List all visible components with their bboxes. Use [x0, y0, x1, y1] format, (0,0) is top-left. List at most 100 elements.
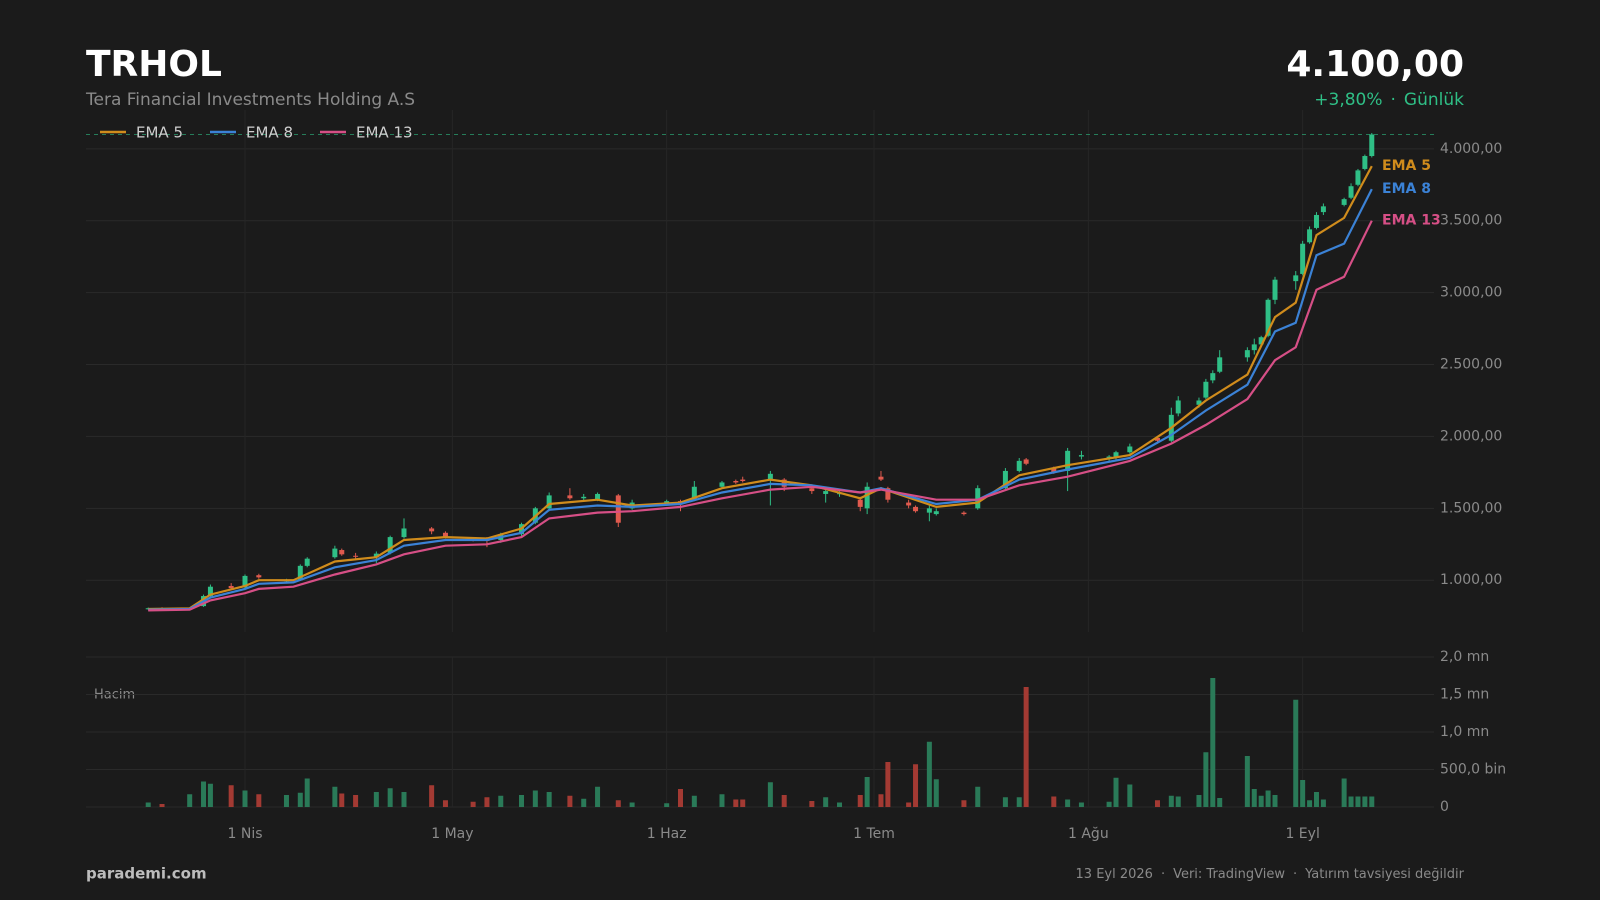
candle-body — [1078, 455, 1084, 457]
volume-bar — [864, 777, 870, 807]
candle-body — [353, 555, 359, 557]
volume-bar — [1106, 801, 1112, 807]
volume-bar — [678, 789, 684, 807]
volume-bar — [187, 794, 193, 807]
candle-body — [1265, 299, 1271, 336]
volume-bar — [373, 792, 379, 807]
volume-bar — [1203, 752, 1209, 807]
volume-bar — [913, 764, 919, 807]
candle-body — [242, 575, 248, 588]
volume-bar — [933, 779, 939, 807]
ema-end-label: EMA 5 — [1382, 158, 1431, 174]
volume-bar — [809, 801, 815, 807]
volume-bar — [304, 778, 310, 807]
volume-bar — [857, 795, 863, 807]
volume-bar — [1002, 797, 1008, 807]
change: +3,80% · Günlük — [1314, 90, 1464, 110]
candle-body — [1113, 452, 1119, 457]
x-tick-label: 1 Eyl — [1285, 826, 1319, 842]
candle-body — [878, 476, 884, 480]
volume-bar — [159, 804, 165, 807]
volume-bar — [1355, 796, 1361, 807]
volume-bar — [1341, 778, 1347, 807]
y-tick-label: 2,0 mn — [1440, 649, 1489, 665]
candle-body — [546, 495, 552, 509]
volume-bar — [401, 792, 407, 807]
candle-body — [387, 537, 393, 553]
candle-body — [1293, 275, 1299, 282]
footer-notes: 13 Eyl 2026 · Veri: TradingView · Yatırım ta… — [1076, 867, 1465, 882]
x-tick-label: 1 Ağu — [1068, 826, 1109, 842]
separator: · — [1293, 867, 1297, 882]
candle-body — [339, 550, 345, 555]
volume-bar — [961, 800, 967, 807]
candle-body — [975, 488, 981, 509]
change-pct: +3,80% — [1314, 90, 1382, 110]
brand: parademi.com — [86, 865, 207, 883]
source-note: Veri: TradingView — [1173, 867, 1285, 882]
candle-body — [615, 495, 621, 523]
volume-bar — [926, 741, 932, 807]
candle-body — [1217, 357, 1223, 372]
volume-bar — [1348, 796, 1354, 807]
volume-bar — [442, 800, 448, 807]
candle-body — [1002, 470, 1008, 489]
volume-bar — [256, 794, 262, 807]
ema-end-label: EMA 13 — [1382, 213, 1441, 229]
candle-body — [304, 558, 310, 566]
volume-bar — [615, 800, 621, 807]
volume-bar — [1300, 780, 1306, 807]
volume-bar — [297, 792, 303, 807]
volume-bar — [740, 799, 746, 807]
volume-bar — [1258, 795, 1264, 807]
x-tick-label: 1 Nis — [227, 826, 262, 842]
volume-bar — [1023, 687, 1029, 807]
y-tick-label: 4.000,00 — [1440, 141, 1502, 157]
candle-body — [297, 565, 303, 581]
ticker: TRHOL — [86, 44, 222, 85]
x-tick-label: 1 May — [431, 826, 473, 842]
volume-bar — [1175, 796, 1181, 807]
candle-body — [691, 486, 697, 500]
legend-label: EMA 13 — [356, 124, 413, 142]
candle-body — [1051, 468, 1057, 473]
candle-body — [1210, 373, 1216, 381]
volume-bar — [207, 783, 213, 807]
volume-bar — [1362, 796, 1368, 807]
y-tick-label: 0 — [1440, 799, 1449, 815]
candle-body — [1016, 460, 1022, 471]
volume-bar — [546, 792, 552, 807]
candle-body — [1065, 450, 1071, 471]
y-tick-label: 1.000,00 — [1440, 572, 1502, 588]
candle-body — [207, 586, 213, 597]
volume-bar — [228, 785, 234, 807]
volume-bar — [201, 781, 207, 807]
candle-body — [442, 532, 448, 538]
y-tick-label: 3.000,00 — [1440, 285, 1502, 301]
ema-end-label: EMA 8 — [1382, 181, 1431, 197]
volume-bar — [1369, 796, 1375, 807]
volume-bar — [629, 802, 635, 807]
volume-bar — [1113, 777, 1119, 807]
volume-bar — [1217, 798, 1223, 807]
volume-bar — [353, 795, 359, 807]
candle-body — [719, 482, 725, 487]
candle-body — [1341, 199, 1347, 205]
candle-body — [1023, 459, 1029, 464]
volume-bar — [519, 795, 525, 807]
candle-body — [885, 488, 891, 500]
separator: · — [1391, 90, 1396, 110]
candle-body — [906, 502, 912, 506]
volume-bar — [823, 797, 829, 807]
volume-bar — [498, 795, 504, 807]
volume-bar — [470, 801, 476, 807]
candle-body — [1300, 243, 1306, 274]
candle-body — [733, 481, 739, 483]
volume-bar — [1251, 789, 1257, 807]
volume-bar — [781, 795, 787, 807]
volume-bar — [719, 794, 725, 807]
y-tick-label: 3.500,00 — [1440, 213, 1502, 229]
volume-bar — [581, 798, 587, 807]
candle-body — [1106, 456, 1112, 458]
